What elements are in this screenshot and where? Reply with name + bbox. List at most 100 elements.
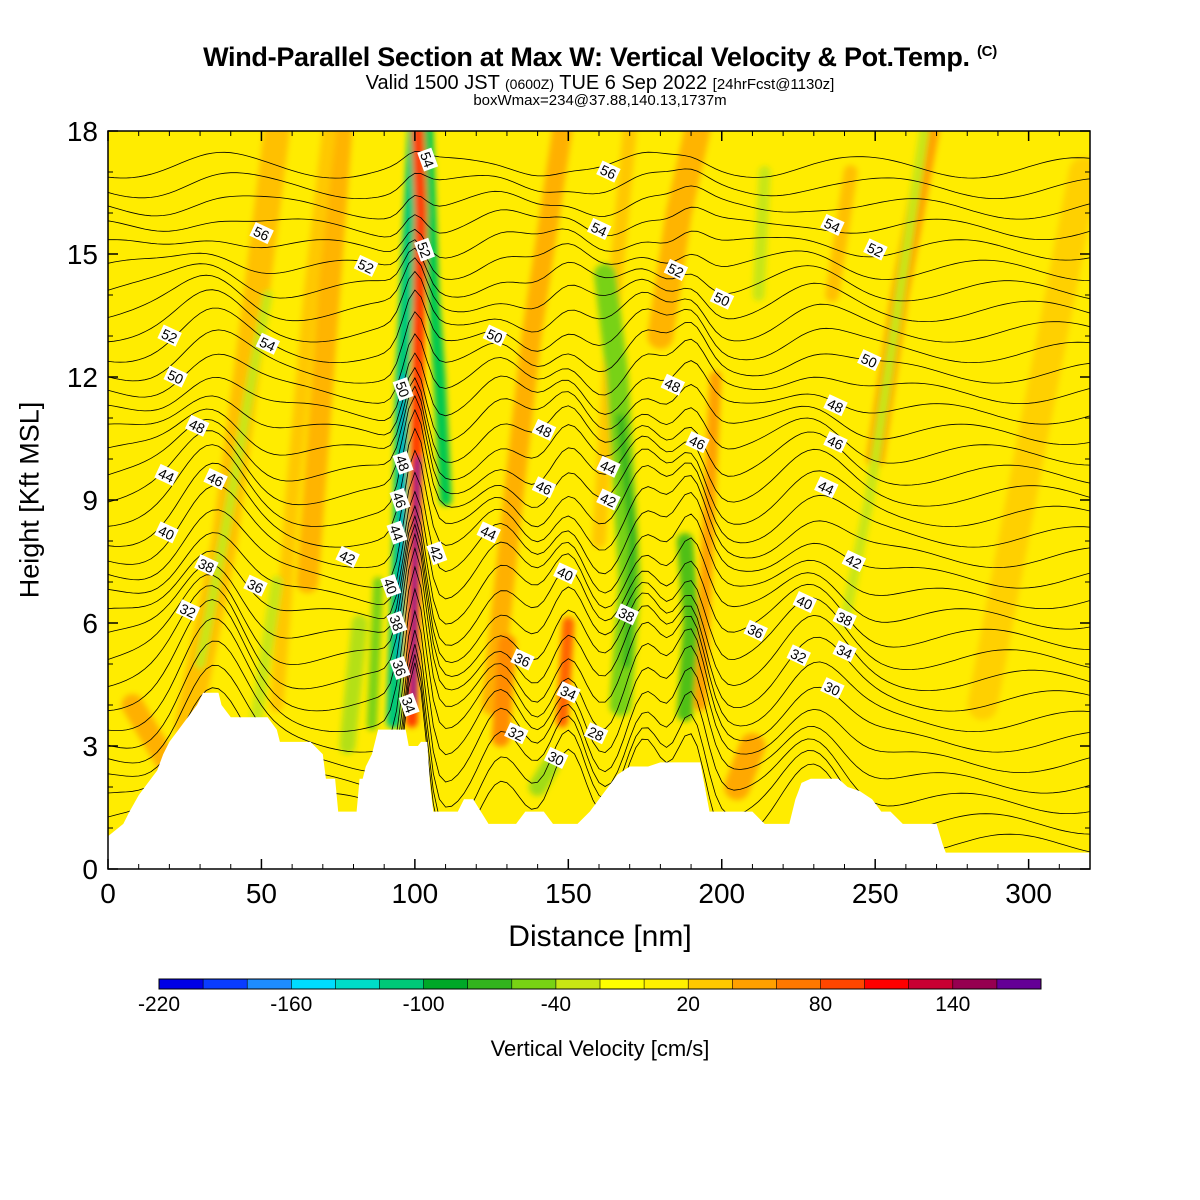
- contour-label: 42: [596, 488, 621, 511]
- contour-label: 44: [386, 520, 408, 545]
- theta-contour-line: [108, 151, 1090, 179]
- contour-label: 36: [243, 574, 268, 597]
- contour-label: 50: [482, 324, 508, 347]
- contour-label: 36: [510, 648, 535, 671]
- contour-label-text: 40: [555, 563, 576, 584]
- contour-label-text: 40: [380, 576, 400, 596]
- theta-contour-line: [108, 471, 1090, 589]
- valid-z: (0600Z): [505, 76, 555, 92]
- x-tick-label: 150: [545, 878, 592, 909]
- contour-label: 30: [820, 677, 845, 699]
- contour-label-bg: [249, 222, 274, 245]
- contour-label: 56: [249, 222, 274, 245]
- contour-label: 52: [414, 237, 436, 262]
- contour-label-text: 30: [546, 748, 567, 769]
- contour-label: 32: [504, 722, 529, 744]
- contour-label: 34: [832, 640, 857, 662]
- colorbar-swatch: [291, 979, 336, 989]
- theta-contour-line: [108, 523, 1090, 671]
- contour-label-text: 34: [834, 641, 855, 662]
- y-tick-label: 15: [67, 239, 98, 270]
- colorbar-swatch: [511, 979, 557, 989]
- main-updraft-core: [410, 456, 421, 708]
- contour-label-text: 32: [506, 723, 527, 744]
- contour-label-bg: [184, 414, 210, 437]
- contour-label-text: 52: [159, 325, 180, 346]
- y-tick-label: 3: [82, 731, 98, 762]
- contour-label: 54: [820, 213, 845, 236]
- contour-label-bg: [543, 746, 569, 769]
- contour-label-text: 28: [585, 723, 606, 744]
- contour-label-text: 44: [156, 465, 177, 486]
- contour-label-text: 38: [196, 555, 217, 576]
- contour-label: 50: [163, 365, 188, 388]
- contour-label-bg: [820, 213, 845, 236]
- contour-label-bg: [380, 573, 402, 598]
- colorbar-tick-label: -220: [138, 993, 180, 1016]
- contour-label-text: 46: [825, 432, 846, 453]
- contour-label-bg: [586, 217, 612, 240]
- contour-label-text: 50: [711, 289, 732, 310]
- contour-label-text: 50: [859, 350, 880, 371]
- valid-date: TUE 6 Sep 2022: [559, 72, 708, 94]
- contour-label-bg: [243, 574, 268, 597]
- contour-label-bg: [663, 258, 689, 281]
- colorbar-swatch: [864, 979, 910, 989]
- x-axis-label: Distance [nm]: [508, 920, 692, 953]
- contour-label-bg: [163, 365, 188, 388]
- contour-label: 40: [553, 562, 578, 584]
- contour-label-text: 36: [745, 621, 766, 642]
- contour-label-bg: [614, 603, 640, 626]
- x-tick-label: 250: [852, 878, 899, 909]
- theta-contour-line: [108, 514, 1090, 650]
- contour-label-text: 42: [426, 543, 446, 563]
- contour-label-text: 48: [662, 375, 683, 396]
- theta-contour-line: [108, 377, 1090, 466]
- contour-label: 40: [154, 521, 179, 543]
- contour-label-text: 44: [386, 523, 406, 543]
- contour-label: 44: [814, 476, 839, 498]
- downdraft-band: [752, 166, 771, 301]
- contour-label-bg: [175, 599, 201, 622]
- contour-label-text: 56: [598, 161, 619, 182]
- updraft-band: [967, 157, 1090, 720]
- contour-label-bg: [154, 463, 179, 486]
- theta-contour-line: [108, 565, 1090, 733]
- theta-contour-line: [108, 449, 1090, 569]
- contour-label: 32: [786, 644, 811, 666]
- theta-contour-line: [108, 532, 1090, 692]
- contour-label-bg: [417, 147, 439, 172]
- contour-label-text: 52: [865, 239, 886, 260]
- contour-label: 54: [586, 217, 612, 240]
- colorbar-swatch: [644, 979, 689, 989]
- colorbar-swatch: [776, 979, 821, 989]
- updraft-band: [481, 131, 573, 715]
- contour-label-text: 40: [794, 592, 815, 613]
- chart-subtitle-box: boxWmax=234@37.88,140.13,1737m: [473, 92, 727, 109]
- contour-label-text: 44: [816, 477, 837, 498]
- copyright-mark: (C): [976, 43, 997, 60]
- contour-label-bg: [531, 476, 557, 499]
- colorbar-tick-label: 20: [677, 993, 700, 1016]
- contour-label-bg: [556, 681, 581, 704]
- colorbar-swatch: [247, 979, 292, 989]
- contour-label: 46: [823, 431, 848, 453]
- contour-label: 52: [157, 324, 182, 347]
- contour-label-text: 54: [589, 219, 610, 240]
- theta-contour-line: [108, 228, 1090, 261]
- theta-contour-line: [108, 395, 1090, 507]
- contour-label-text: 32: [177, 600, 198, 621]
- contour-label-bg: [392, 450, 414, 475]
- theta-contour-line: [108, 239, 1090, 281]
- contour-label-bg: [203, 468, 228, 491]
- contour-label-bg: [426, 541, 448, 566]
- colorbar-tick-label: -160: [270, 993, 312, 1016]
- theta-contour-line: [108, 352, 1090, 425]
- contour-label-bg: [482, 324, 508, 347]
- contour-label-text: 52: [355, 256, 376, 277]
- contour-label: 32: [175, 599, 201, 622]
- contour-label-text: 46: [389, 490, 409, 510]
- y-tick-label: 12: [67, 362, 98, 393]
- contour-label-bg: [157, 324, 182, 347]
- contour-label-text: 38: [834, 608, 855, 629]
